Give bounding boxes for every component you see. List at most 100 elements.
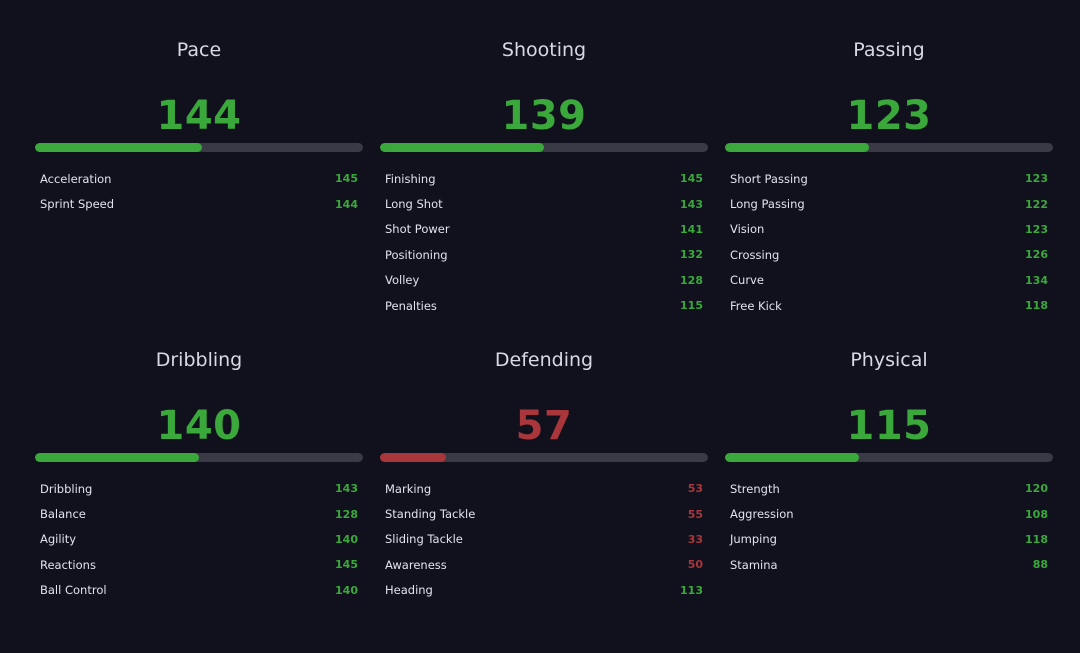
stat-row: Volley 128 — [385, 268, 703, 293]
stat-label: Long Passing — [730, 197, 805, 212]
stat-row: Vision 123 — [730, 217, 1048, 242]
stat-label: Free Kick — [730, 298, 782, 313]
stat-label: Finishing — [385, 171, 436, 186]
attribute-card: Shooting 139 Finishing 145 Long Shot 143 Shot … — [380, 38, 708, 318]
stat-label: Curve — [730, 273, 764, 288]
stat-label: Standing Tackle — [385, 507, 476, 522]
score-bar-fill — [35, 143, 203, 152]
stat-label: Vision — [730, 222, 765, 237]
stat-list: Strength 120 Aggression 108 Jumping 118 Stamin… — [725, 476, 1053, 578]
stat-value: 145 — [335, 172, 358, 186]
score-bar — [725, 453, 1053, 462]
stat-label: Dribbling — [40, 481, 93, 496]
stat-value: 134 — [1025, 273, 1048, 287]
stat-row: Free Kick 118 — [730, 293, 1048, 318]
score-bar — [35, 453, 363, 462]
stat-value: 50 — [687, 558, 703, 572]
score-bar-fill — [35, 453, 199, 462]
stat-label: Strength — [730, 481, 780, 496]
stat-value: 118 — [1025, 299, 1048, 313]
stat-value: 108 — [1025, 507, 1048, 521]
stat-label: Heading — [385, 583, 433, 598]
stat-row: Balance 128 — [40, 501, 358, 526]
stat-row: Reactions 145 — [40, 552, 358, 577]
stat-value: 141 — [680, 222, 703, 236]
stat-value: 33 — [687, 532, 703, 546]
attribute-card: Passing 123 Short Passing 123 Long Passing 12… — [725, 38, 1053, 318]
stat-label: Agility — [40, 532, 77, 547]
stat-value: 123 — [1025, 222, 1048, 236]
category-title: Shooting — [501, 39, 587, 61]
stat-list: Short Passing 123 Long Passing 122 Vision 123… — [725, 166, 1053, 318]
stat-row: Crossing 126 — [730, 242, 1048, 267]
stat-row: Sprint Speed 144 — [40, 191, 358, 216]
score-bar-fill — [725, 143, 870, 152]
stat-label: Reactions — [40, 557, 96, 572]
score-bar — [380, 453, 708, 462]
attribute-card: Defending 57 Marking 53 Standing Tackle 55 Sli… — [380, 348, 708, 603]
stat-value: 132 — [680, 248, 703, 262]
score-bar — [725, 143, 1053, 152]
stat-value: 126 — [1025, 248, 1048, 262]
stat-row: Jumping 118 — [730, 527, 1048, 552]
stat-row: Penalties 115 — [385, 293, 703, 318]
stat-label: Penalties — [385, 298, 437, 313]
stat-label: Long Shot — [385, 197, 443, 212]
stat-row: Ball Control 140 — [40, 578, 358, 603]
stat-list: Dribbling 143 Balance 128 Agility 140 Reaction… — [35, 476, 363, 603]
stat-value: 113 — [680, 583, 703, 597]
category-title: Pace — [176, 39, 222, 61]
stat-row: Stamina 88 — [730, 552, 1048, 577]
category-score: 140 — [156, 403, 242, 449]
stat-row: Heading 113 — [385, 578, 703, 603]
stat-value: 120 — [1025, 482, 1048, 496]
stat-label: Volley — [385, 273, 420, 288]
stat-value: 140 — [335, 532, 358, 546]
stat-label: Positioning — [385, 247, 448, 262]
stat-label: Shot Power — [385, 222, 450, 237]
stat-row: Aggression 108 — [730, 501, 1048, 526]
stat-list: Finishing 145 Long Shot 143 Shot Power 141 Pos… — [380, 166, 708, 318]
stat-label: Stamina — [730, 557, 778, 572]
stat-row: Awareness 50 — [385, 552, 703, 577]
stat-row: Shot Power 141 — [385, 217, 703, 242]
category-title: Defending — [494, 349, 594, 371]
category-score: 115 — [846, 403, 932, 449]
stat-value: 145 — [335, 558, 358, 572]
attribute-card: Dribbling 140 Dribbling 143 Balance 128 Agilit… — [35, 348, 363, 603]
score-bar-fill — [380, 453, 446, 462]
stat-value: 128 — [335, 507, 358, 521]
stat-value: 122 — [1025, 197, 1048, 211]
stat-row: Curve 134 — [730, 268, 1048, 293]
stat-value: 145 — [680, 172, 703, 186]
stat-value: 140 — [335, 583, 358, 597]
stat-label: Aggression — [730, 507, 794, 522]
stat-label: Sprint Speed — [40, 197, 115, 212]
stat-value: 55 — [687, 507, 703, 521]
stat-row: Positioning 132 — [385, 242, 703, 267]
stat-value: 143 — [335, 482, 358, 496]
stat-label: Marking — [385, 481, 432, 496]
stat-row: Sliding Tackle 33 — [385, 527, 703, 552]
category-title: Dribbling — [155, 349, 243, 371]
attribute-card: Physical 115 Strength 120 Aggression 108 Jumpi… — [725, 348, 1053, 578]
stat-label: Balance — [40, 507, 86, 522]
stat-value: 88 — [1032, 558, 1048, 572]
category-score: 57 — [515, 403, 573, 449]
category-score: 139 — [501, 93, 587, 139]
score-bar-fill — [725, 453, 860, 462]
category-title: Physical — [850, 349, 928, 371]
stat-list: Marking 53 Standing Tackle 55 Sliding Tackle… — [380, 476, 708, 603]
stat-row: Agility 140 — [40, 527, 358, 552]
category-score: 144 — [156, 93, 242, 139]
score-bar-fill — [380, 143, 544, 152]
stat-row: Finishing 145 — [385, 166, 703, 191]
category-title: Passing — [853, 39, 925, 61]
stat-row: Marking 53 — [385, 476, 703, 501]
stat-row: Acceleration 145 — [40, 166, 358, 191]
stat-row: Standing Tackle 55 — [385, 501, 703, 526]
stat-value: 143 — [680, 197, 703, 211]
stat-row: Long Shot 143 — [385, 191, 703, 216]
stat-label: Acceleration — [40, 171, 112, 186]
stat-label: Awareness — [385, 557, 447, 572]
